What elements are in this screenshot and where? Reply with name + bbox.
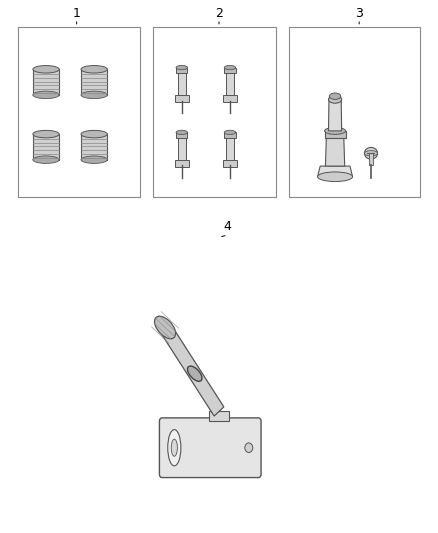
Ellipse shape <box>329 93 341 100</box>
Polygon shape <box>175 95 189 102</box>
Text: 3: 3 <box>355 7 363 20</box>
Polygon shape <box>325 139 345 166</box>
Ellipse shape <box>176 130 187 134</box>
Ellipse shape <box>176 66 187 70</box>
Polygon shape <box>176 68 187 73</box>
Ellipse shape <box>33 156 59 164</box>
Polygon shape <box>178 73 186 95</box>
Polygon shape <box>318 166 353 177</box>
Ellipse shape <box>328 96 342 103</box>
Polygon shape <box>209 411 229 421</box>
Ellipse shape <box>318 172 353 182</box>
Polygon shape <box>328 100 342 131</box>
Polygon shape <box>224 132 236 138</box>
Ellipse shape <box>224 66 236 70</box>
Polygon shape <box>178 138 186 160</box>
Polygon shape <box>175 160 189 166</box>
Ellipse shape <box>81 156 107 164</box>
Bar <box>153 27 276 197</box>
Polygon shape <box>81 134 107 160</box>
Polygon shape <box>176 132 187 138</box>
Polygon shape <box>224 68 236 73</box>
Polygon shape <box>369 154 373 165</box>
Ellipse shape <box>81 91 107 99</box>
Ellipse shape <box>364 151 378 156</box>
Polygon shape <box>226 73 234 95</box>
Ellipse shape <box>155 316 176 338</box>
Polygon shape <box>223 95 237 102</box>
Polygon shape <box>226 138 234 160</box>
Ellipse shape <box>168 430 181 466</box>
Ellipse shape <box>33 66 59 73</box>
Ellipse shape <box>171 439 177 456</box>
Bar <box>18 27 140 197</box>
Polygon shape <box>160 323 224 416</box>
Ellipse shape <box>81 66 107 73</box>
Ellipse shape <box>325 127 346 134</box>
Ellipse shape <box>224 130 236 134</box>
Text: 2: 2 <box>215 7 223 20</box>
Polygon shape <box>223 160 237 166</box>
Text: 1: 1 <box>73 7 81 20</box>
Ellipse shape <box>81 131 107 138</box>
Polygon shape <box>325 131 346 139</box>
Ellipse shape <box>245 443 253 453</box>
Polygon shape <box>33 134 59 160</box>
Polygon shape <box>33 69 59 95</box>
Ellipse shape <box>33 131 59 138</box>
Polygon shape <box>81 69 107 95</box>
Ellipse shape <box>33 91 59 99</box>
Ellipse shape <box>187 366 202 381</box>
Bar <box>289 27 420 197</box>
Ellipse shape <box>364 148 378 159</box>
FancyBboxPatch shape <box>159 418 261 478</box>
Text: 4: 4 <box>224 220 232 233</box>
